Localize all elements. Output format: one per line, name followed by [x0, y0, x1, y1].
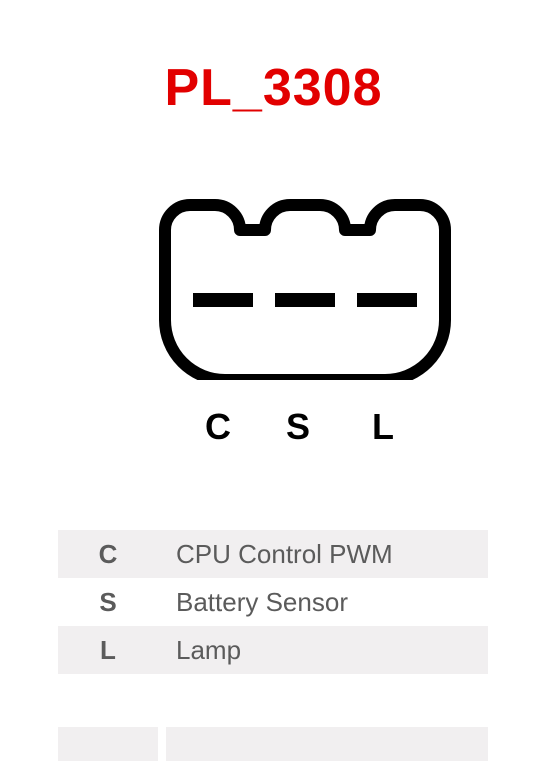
legend-value: Lamp	[158, 635, 241, 666]
pin-label-c: C	[205, 406, 231, 448]
footer-cell-left	[58, 727, 158, 761]
connector-outline	[165, 205, 445, 380]
connector-diagram	[105, 170, 505, 380]
legend-key: S	[58, 587, 158, 618]
legend-key: C	[58, 539, 158, 570]
pin-label-s: S	[286, 406, 310, 448]
legend-table: C CPU Control PWM S Battery Sensor L Lam…	[58, 530, 488, 674]
pin-label-l: L	[372, 406, 394, 448]
table-row: C CPU Control PWM	[58, 530, 488, 578]
table-row: L Lamp	[58, 626, 488, 674]
footer-cell-right	[166, 727, 488, 761]
pin-labels-row: C S L	[190, 406, 410, 448]
legend-key: L	[58, 635, 158, 666]
legend-value: CPU Control PWM	[158, 539, 393, 570]
legend-value: Battery Sensor	[158, 587, 348, 618]
footer-bar	[58, 727, 488, 761]
table-row: S Battery Sensor	[58, 578, 488, 626]
part-number-title: PL_3308	[0, 58, 547, 118]
